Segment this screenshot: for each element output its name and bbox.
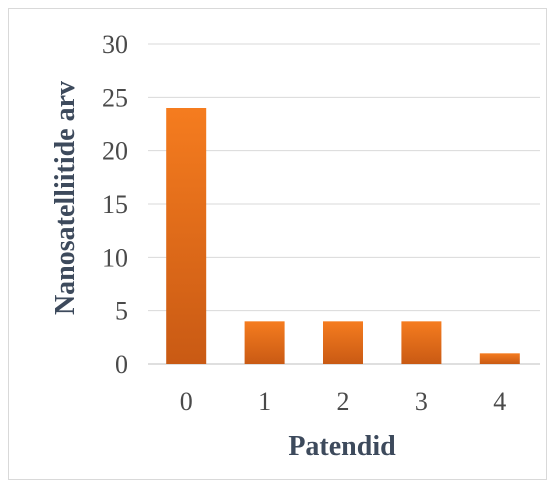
x-tick-label: 3 — [415, 387, 428, 416]
bar-0 — [166, 108, 207, 364]
x-axis-title: Patendid — [288, 431, 396, 462]
x-tick-label: 0 — [180, 387, 193, 416]
y-axis-title: Nanosatelliitide arv — [50, 81, 81, 315]
bar-4 — [479, 353, 520, 364]
y-tick-label: 15 — [102, 190, 128, 219]
y-tick-labels: 0 5 10 15 20 25 30 — [102, 30, 128, 379]
chart-frame — [8, 8, 547, 480]
bar-1 — [244, 321, 285, 364]
bar-2 — [323, 321, 363, 364]
y-tick-label: 0 — [115, 350, 128, 379]
x-tick-labels: 0 1 2 3 4 — [180, 387, 507, 416]
x-tick-label: 2 — [337, 387, 350, 416]
y-tick-label: 5 — [115, 297, 128, 326]
y-tick-label: 20 — [102, 137, 128, 166]
gridlines — [148, 43, 540, 365]
y-tick-label: 30 — [102, 30, 128, 59]
y-tick-label: 25 — [102, 83, 128, 112]
y-tick-label: 10 — [102, 243, 128, 272]
bar-3 — [401, 321, 442, 364]
x-tick-label: 4 — [493, 387, 506, 416]
bars — [166, 108, 520, 364]
x-tick-label: 1 — [258, 387, 271, 416]
